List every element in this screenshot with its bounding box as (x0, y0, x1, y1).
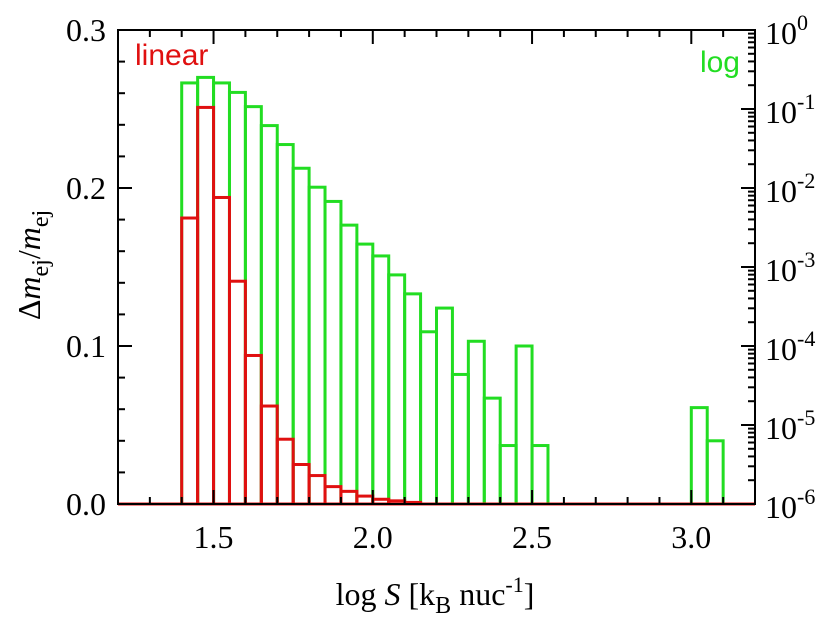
y-right-tick-labels: 10-6 10-5 10-4 10-3 10-2 10-1 100 (765, 10, 815, 525)
log-bar-14 (403, 292, 423, 506)
x-tick-label: 2.0 (353, 519, 393, 555)
y-left-tick-label: 0.0 (66, 486, 106, 522)
linear-bar-9 (323, 485, 343, 506)
log-series-bars (180, 75, 725, 506)
log-bar-20 (498, 444, 518, 506)
x-tick-label: 2.5 (512, 519, 552, 555)
y-right-tick-label: 10-3 (765, 247, 815, 288)
axis-ticks (117, 29, 756, 505)
log-bar-18 (466, 339, 486, 506)
log-bar-2 (212, 81, 231, 506)
log-bar-19 (482, 396, 502, 506)
y-left-tick-labels: 0.0 0.1 0.2 0.3 (66, 12, 106, 522)
y-right-tick-label: 10-5 (765, 405, 815, 446)
log-bar-5 (259, 124, 279, 506)
y-left-axis-title: Δmej/mej (11, 210, 54, 320)
y-right-tick-label: 100 (765, 10, 808, 51)
linear-bar-10 (339, 489, 359, 506)
linear-bar-8 (307, 474, 327, 506)
log-bar-6 (275, 143, 295, 506)
log-bar-12 (371, 254, 391, 506)
log-bar-10 (339, 223, 359, 506)
plot-area (117, 29, 756, 506)
log-bar-1 (196, 75, 216, 506)
y-right-tick-label: 10-1 (765, 89, 815, 130)
linear-bar-3 (227, 279, 247, 506)
y-right-tick-label: 10-6 (765, 484, 815, 525)
log-bar-0 (180, 81, 200, 506)
y-left-tick-label: 0.1 (66, 328, 106, 364)
x-tick-labels: 1.5 2.0 2.5 3.0 (194, 519, 712, 555)
x-tick-label: 3.0 (671, 519, 711, 555)
log-bar-32 (689, 406, 709, 506)
y-right-tick-label: 10-2 (765, 168, 815, 209)
log-bar-4 (243, 105, 263, 506)
log-bar-3 (227, 90, 247, 506)
log-bar-22 (530, 444, 550, 506)
log-bar-9 (323, 199, 343, 506)
log-bar-33 (705, 439, 725, 506)
x-axis-title: log S [kB nuc-1] (336, 572, 535, 619)
linear-bar-2 (212, 195, 231, 506)
log-bar-16 (435, 306, 454, 506)
linear-bar-0 (180, 216, 200, 506)
linear-bar-4 (243, 353, 263, 506)
x-tick-label: 1.5 (194, 519, 234, 555)
y-left-tick-label: 0.2 (66, 170, 106, 206)
log-bar-7 (291, 166, 311, 506)
y-left-tick-label: 0.3 (66, 12, 106, 48)
legend-log: log (700, 46, 740, 79)
log-bar-13 (387, 273, 407, 506)
log-bar-21 (514, 344, 534, 506)
linear-bar-7 (291, 463, 311, 506)
linear-bar-5 (259, 404, 279, 506)
legend-linear: linear (135, 39, 208, 72)
log-bar-15 (419, 330, 439, 506)
y-right-tick-label: 10-4 (765, 326, 815, 367)
log-bar-8 (307, 185, 327, 506)
log-bar-11 (355, 242, 375, 506)
log-bar-17 (450, 372, 470, 506)
linear-bar-6 (275, 437, 295, 506)
linear-bar-1 (196, 105, 216, 506)
